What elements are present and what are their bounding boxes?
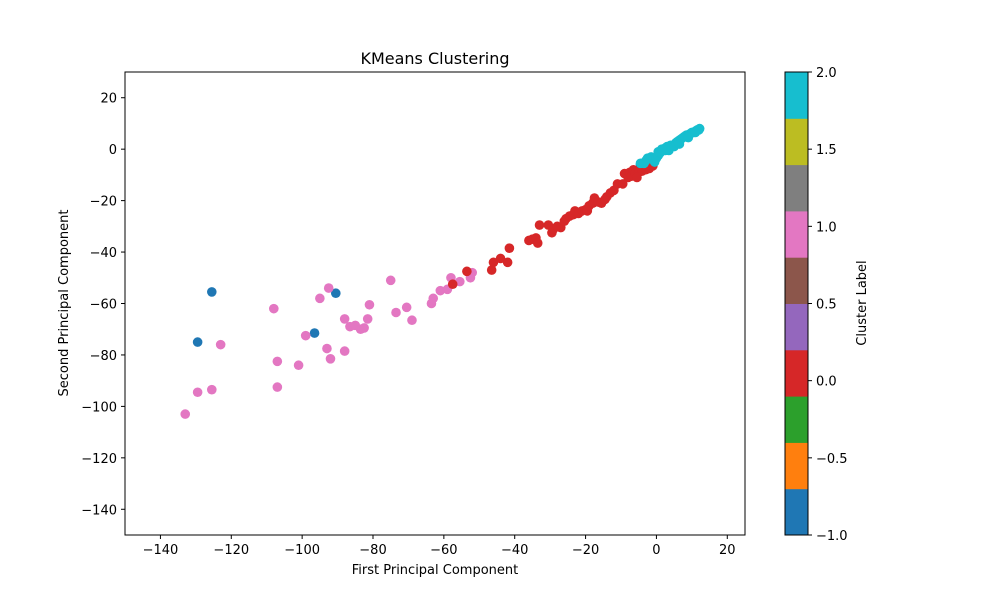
plot-area: −140 −120 −100 −80 −60 −40 −20 0 20 −140 −120 −100 −… bbox=[81, 71, 746, 558]
y-tick-label: 0 bbox=[109, 143, 117, 158]
y-tick-label: 20 bbox=[100, 92, 117, 107]
x-tick-label: −20 bbox=[572, 543, 599, 558]
data-point bbox=[359, 323, 369, 333]
colorbar-segment bbox=[785, 118, 808, 166]
colorbar-tick-label: 0.0 bbox=[816, 375, 837, 390]
colorbar-tick-label: 1.0 bbox=[816, 220, 837, 235]
colorbar-segment bbox=[785, 257, 808, 304]
data-point bbox=[447, 279, 458, 290]
data-point bbox=[683, 132, 694, 143]
x-tick-label: −120 bbox=[213, 543, 249, 558]
colorbar-segment bbox=[785, 396, 808, 443]
x-tick-label: −60 bbox=[430, 543, 457, 558]
data-point bbox=[269, 303, 279, 314]
data-point bbox=[532, 238, 543, 248]
y-tick-label: −140 bbox=[81, 503, 117, 518]
colorbar-segment bbox=[785, 164, 808, 212]
data-point bbox=[385, 275, 396, 286]
y-tick-label: −40 bbox=[90, 246, 117, 261]
colorbar-tick-label: −0.5 bbox=[816, 452, 848, 467]
y-axis-label: Second Principal Component bbox=[57, 210, 72, 397]
data-point bbox=[488, 257, 499, 268]
data-point bbox=[323, 283, 334, 293]
data-point bbox=[462, 266, 472, 277]
data-point bbox=[495, 253, 506, 264]
data-point bbox=[391, 307, 401, 318]
data-point bbox=[309, 328, 320, 338]
x-tick-label: 0 bbox=[652, 543, 660, 558]
data-point bbox=[428, 293, 439, 304]
data-point bbox=[272, 382, 283, 392]
colorbar-tick-label: 2.0 bbox=[816, 66, 837, 81]
data-point bbox=[632, 172, 642, 183]
y-tick-label: −80 bbox=[90, 349, 117, 364]
data-point bbox=[215, 339, 226, 350]
data-point bbox=[401, 302, 412, 313]
y-tick-label: −100 bbox=[81, 400, 117, 415]
data-point bbox=[180, 409, 191, 419]
data-point bbox=[192, 337, 203, 347]
colorbar-tick-label: 1.5 bbox=[816, 143, 837, 158]
data-point bbox=[690, 127, 701, 138]
data-point bbox=[435, 285, 446, 296]
colorbar-tick-label: −1.0 bbox=[816, 529, 848, 544]
data-point bbox=[339, 346, 350, 356]
data-point bbox=[207, 384, 217, 395]
data-point bbox=[617, 179, 628, 189]
data-point bbox=[339, 314, 350, 324]
data-point bbox=[674, 139, 685, 149]
data-point bbox=[407, 315, 417, 326]
data-point bbox=[322, 343, 332, 354]
data-point bbox=[331, 288, 341, 299]
x-tick-label: −140 bbox=[143, 543, 179, 558]
chart-title: KMeans Clustering bbox=[360, 49, 509, 68]
data-point bbox=[656, 144, 667, 154]
data-point bbox=[325, 354, 336, 364]
colorbar-segment bbox=[785, 442, 808, 490]
data-point bbox=[364, 299, 375, 310]
x-tick-label: −100 bbox=[284, 543, 320, 558]
data-point bbox=[534, 220, 545, 230]
data-point bbox=[300, 330, 311, 341]
colorbar-segment bbox=[785, 303, 808, 351]
y-tick-label: −20 bbox=[90, 195, 117, 210]
colorbar: −1.0 −0.5 0.0 0.5 1.0 1.5 2.0 bbox=[784, 66, 848, 544]
x-tick-label: 20 bbox=[719, 543, 736, 558]
x-tick-label: −80 bbox=[359, 543, 386, 558]
data-point bbox=[502, 257, 513, 268]
x-tick-label: −40 bbox=[501, 543, 528, 558]
colorbar-segment bbox=[785, 349, 808, 397]
data-point bbox=[315, 293, 325, 304]
x-axis-label: First Principal Component bbox=[352, 563, 519, 578]
data-point bbox=[293, 360, 304, 371]
data-point bbox=[192, 387, 203, 398]
data-point bbox=[207, 287, 217, 297]
data-point bbox=[504, 243, 515, 253]
colorbar-tick-label: 0.5 bbox=[816, 298, 837, 313]
colorbar-segment bbox=[785, 72, 808, 119]
data-point bbox=[362, 314, 373, 324]
y-tick-label: −120 bbox=[81, 452, 117, 467]
colorbar-segment bbox=[785, 210, 808, 258]
data-point bbox=[272, 356, 283, 367]
y-tick-label: −60 bbox=[90, 298, 117, 313]
data-point bbox=[486, 265, 497, 275]
colorbar-segment bbox=[785, 488, 808, 536]
colorbar-label: Cluster Label bbox=[855, 260, 870, 345]
